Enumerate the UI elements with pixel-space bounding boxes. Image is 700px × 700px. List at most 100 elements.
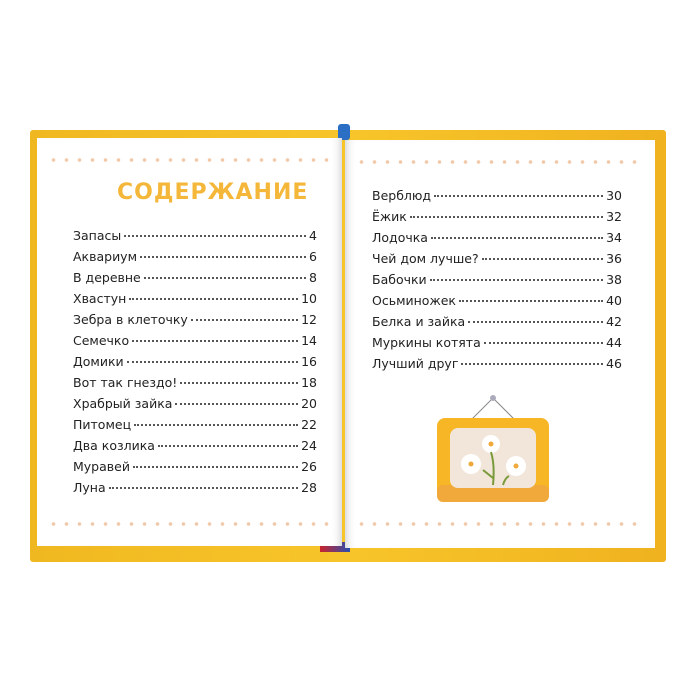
dot-leader (140, 256, 307, 258)
bookmark-ribbon (338, 124, 350, 140)
entry-page-number: 32 (606, 209, 622, 224)
toc-entry: Чей дом лучше? 36 (372, 251, 622, 272)
dot-leader (434, 195, 604, 197)
entry-page-number: 6 (309, 249, 317, 264)
entry-title: Осьминожек (372, 293, 456, 308)
entry-title: Аквариум (73, 249, 138, 264)
framed-daisies-picture (437, 395, 549, 502)
toc-entry: Бабочки 38 (372, 272, 622, 293)
dot-leader (190, 319, 299, 321)
toc-entry: Муравей 26 (73, 459, 317, 480)
entry-page-number: 44 (606, 335, 622, 350)
toc-entry: Ёжик 32 (372, 209, 622, 230)
entry-page-number: 40 (606, 293, 622, 308)
entry-title: Лучший друг (372, 356, 459, 371)
toc-entry: Запасы 4 (73, 228, 317, 249)
entry-page-number: 8 (309, 270, 317, 285)
dot-leader (134, 424, 299, 426)
entry-page-number: 38 (606, 272, 622, 287)
entry-page-number: 16 (301, 354, 317, 369)
dot-border-top (355, 160, 645, 164)
dot-leader (132, 340, 299, 342)
dot-leader (180, 382, 299, 384)
toc-entry: Зебра в клеточку 12 (73, 312, 317, 333)
dot-border-bottom (47, 522, 332, 526)
dot-leader (468, 321, 604, 323)
toc-entry: Верблюд 30 (372, 188, 622, 209)
toc-entry: Хвастун 10 (73, 291, 317, 312)
entry-title: Ёжик (372, 209, 407, 224)
page-title: СОДЕРЖАНИЕ (117, 180, 309, 205)
entry-page-number: 36 (606, 251, 622, 266)
entry-title: Бабочки (372, 272, 427, 287)
dot-leader (458, 300, 604, 302)
entry-title: Чей дом лучше? (372, 251, 479, 266)
entry-title: Муравей (73, 459, 130, 474)
dot-leader (483, 342, 604, 344)
entry-page-number: 34 (606, 230, 622, 245)
entry-title: Вот так гнездо! (73, 375, 178, 390)
entry-title: Питомец (73, 417, 132, 432)
dot-leader (429, 279, 604, 281)
dot-leader (108, 487, 299, 489)
dot-leader (132, 466, 299, 468)
entry-page-number: 26 (301, 459, 317, 474)
toc-entry: Муркины котята 44 (372, 335, 622, 356)
spine-binding (320, 542, 350, 552)
toc-entry: Осьминожек 40 (372, 293, 622, 314)
entry-title: Верблюд (372, 188, 432, 203)
entry-title: Семечко (73, 333, 130, 348)
entry-title: Два козлика (73, 438, 155, 453)
dot-leader (409, 216, 604, 218)
entry-page-number: 46 (606, 356, 622, 371)
dot-leader (461, 363, 604, 365)
entry-title: Домики (73, 354, 124, 369)
dot-leader (124, 235, 307, 237)
dot-leader (157, 445, 299, 447)
entry-title: Хвастун (73, 291, 127, 306)
toc-entry: Белка и зайка 42 (372, 314, 622, 335)
toc-entry: Вот так гнездо! 18 (73, 375, 317, 396)
dot-border-bottom (355, 522, 645, 526)
entry-page-number: 18 (301, 375, 317, 390)
entry-title: Луна (73, 480, 106, 495)
entry-page-number: 4 (309, 228, 317, 243)
dot-leader (175, 403, 299, 405)
entry-page-number: 12 (301, 312, 317, 327)
toc-entry: Лучший друг 46 (372, 356, 622, 377)
entry-title: Лодочка (372, 230, 428, 245)
dot-leader (126, 361, 299, 363)
entry-page-number: 20 (301, 396, 317, 411)
entry-page-number: 30 (606, 188, 622, 203)
entry-page-number: 14 (301, 333, 317, 348)
entry-page-number: 24 (301, 438, 317, 453)
toc-entry: Два козлика 24 (73, 438, 317, 459)
toc-entry: Луна 28 (73, 480, 317, 501)
left-page: СОДЕРЖАНИЕ Запасы 4 Аквариум 6 В деревне 8 Хва… (37, 138, 342, 546)
entry-title: Муркины котята (372, 335, 481, 350)
toc-entry: Семечко 14 (73, 333, 317, 354)
dot-leader (481, 258, 604, 260)
toc-list-right: Верблюд 30 Ёжик 32 Лодочка 34 Чей дом лучше? 36… (372, 188, 622, 377)
right-page: Верблюд 30 Ёжик 32 Лодочка 34 Чей дом лучше? 36… (345, 140, 655, 548)
toc-entry: Питомец 22 (73, 417, 317, 438)
entry-page-number: 42 (606, 314, 622, 329)
toc-entry: Лодочка 34 (372, 230, 622, 251)
entry-page-number: 10 (301, 291, 317, 306)
entry-page-number: 22 (301, 417, 317, 432)
entry-title: Зебра в клеточку (73, 312, 188, 327)
dot-border-top (47, 158, 332, 162)
dot-leader (129, 298, 299, 300)
dot-leader (430, 237, 604, 239)
entry-title: Белка и зайка (372, 314, 466, 329)
entry-title: Запасы (73, 228, 122, 243)
toc-entry: Аквариум 6 (73, 249, 317, 270)
toc-list-left: Запасы 4 Аквариум 6 В деревне 8 Хвастун 10 Зебра… (73, 228, 317, 501)
toc-entry: Домики 16 (73, 354, 317, 375)
entry-title: В деревне (73, 270, 141, 285)
entry-title: Храбрый зайка (73, 396, 173, 411)
toc-entry: В деревне 8 (73, 270, 317, 291)
dot-leader (143, 277, 307, 279)
entry-page-number: 28 (301, 480, 317, 495)
toc-entry: Храбрый зайка 20 (73, 396, 317, 417)
